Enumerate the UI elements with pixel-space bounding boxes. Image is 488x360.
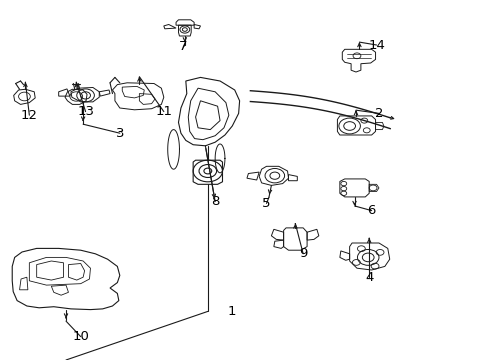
Text: 8: 8 — [210, 195, 219, 208]
Text: 2: 2 — [374, 107, 383, 120]
Text: 14: 14 — [367, 39, 384, 51]
Text: 11: 11 — [155, 105, 172, 118]
Text: 12: 12 — [21, 109, 38, 122]
Text: 4: 4 — [364, 271, 373, 284]
Text: 5: 5 — [262, 197, 270, 210]
Text: 10: 10 — [72, 330, 89, 343]
Text: 13: 13 — [77, 105, 94, 118]
Text: 9: 9 — [298, 247, 307, 260]
Text: 7: 7 — [179, 40, 187, 53]
Text: 1: 1 — [227, 305, 236, 318]
Text: 3: 3 — [115, 127, 124, 140]
Text: 6: 6 — [366, 204, 375, 217]
